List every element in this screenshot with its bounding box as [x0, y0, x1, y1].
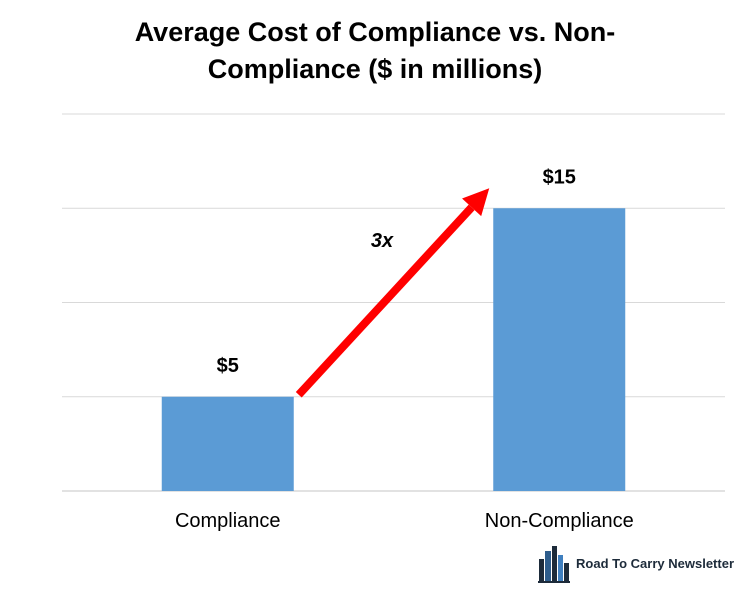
arrow-head [462, 188, 490, 217]
chart-title: Average Cost of Compliance vs. Non-Compl… [134, 17, 616, 84]
annotation-label: 3x [371, 230, 394, 252]
city-skyline-icon [538, 546, 571, 583]
data-label: $15 [543, 166, 576, 188]
brand-logo: Road To Carry Newsletter [538, 543, 734, 583]
x-tick-label: Non-Compliance [485, 510, 634, 532]
bar-compliance [161, 396, 294, 491]
brand-name: Road To Carry Newsletter [576, 555, 734, 571]
data-label: $5 [217, 355, 239, 377]
bar-non-compliance [493, 208, 626, 491]
x-tick-label: Compliance [175, 510, 281, 532]
arrow-shaft [295, 204, 475, 398]
